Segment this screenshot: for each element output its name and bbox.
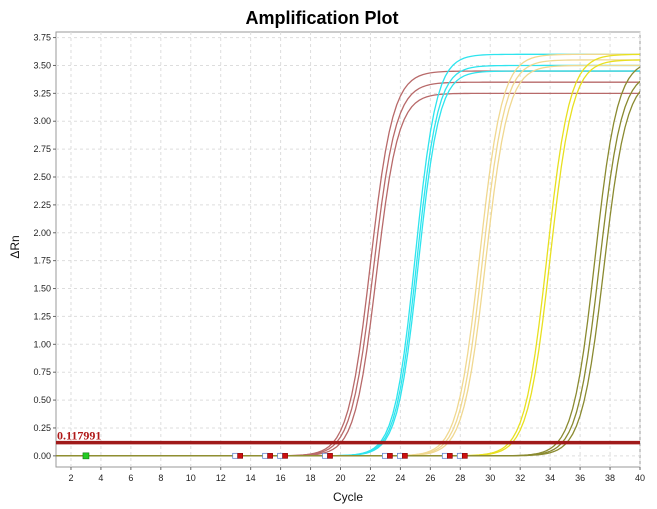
x-tick-label: 38 (605, 473, 615, 483)
baseline-start-marker[interactable] (382, 452, 388, 459)
y-tick-label: 0.25 (33, 423, 51, 433)
threshold-value-label: 0.117991 (57, 429, 101, 443)
x-tick-label: 10 (186, 473, 196, 483)
x-axis-label: Cycle (333, 490, 363, 504)
baseline-start-marker[interactable] (262, 452, 269, 459)
x-tick-label: 18 (306, 473, 316, 483)
amplification-curve-14 (56, 91, 640, 457)
plot-area (55, 31, 641, 468)
y-axis-label: ΔRn (8, 235, 22, 258)
x-tick-label: 34 (545, 473, 555, 483)
x-tick-label: 2 (68, 473, 73, 483)
y-tick-label: 2.75 (33, 144, 51, 154)
x-tick-label: 24 (395, 473, 405, 483)
y-tick-label: 0.75 (33, 367, 51, 377)
y-tick-label: 3.75 (33, 33, 51, 43)
y-tick-label: 1.75 (33, 256, 51, 266)
x-tick-label: 40 (635, 473, 645, 483)
y-tick-label: 3.00 (33, 116, 51, 126)
baseline-end-marker[interactable] (237, 453, 243, 459)
x-tick-label: 8 (158, 473, 163, 483)
x-tick-label: 26 (425, 473, 435, 483)
x-tick-label: 22 (365, 473, 375, 483)
y-tick-label: 0.00 (33, 451, 51, 461)
x-tick-label: 14 (246, 473, 256, 483)
baseline-end-marker[interactable] (402, 453, 408, 459)
baseline-start-marker[interactable] (232, 452, 239, 459)
amplification-curves (56, 53, 640, 457)
x-tick-label: 32 (515, 473, 525, 483)
baseline-start-marker[interactable] (441, 452, 448, 459)
y-tick-label: 2.25 (33, 200, 51, 210)
y-tick-label: 2.50 (33, 172, 51, 182)
x-tick-label: 30 (485, 473, 495, 483)
threshold-line-group[interactable]: 0.117991 (56, 429, 640, 445)
baseline-start-marker[interactable] (397, 452, 403, 459)
baseline-end-marker[interactable] (327, 453, 333, 459)
y-tick-label: 0.50 (33, 395, 51, 405)
baseline-end-marker[interactable] (387, 453, 393, 459)
x-tick-label: 20 (336, 473, 346, 483)
x-tick-label: 28 (455, 473, 465, 483)
x-tick-label: 12 (216, 473, 226, 483)
baseline-end-marker[interactable] (282, 453, 288, 459)
baseline-end-marker[interactable] (447, 453, 453, 459)
y-tick-label: 3.50 (33, 60, 51, 70)
y-tick-label: 1.50 (33, 284, 51, 294)
baseline-start-marker[interactable] (456, 452, 463, 459)
y-tick-label: 2.00 (33, 228, 51, 238)
x-tick-label: 16 (276, 473, 286, 483)
baseline-end-marker[interactable] (267, 453, 273, 459)
y-tick-label: 3.25 (33, 88, 51, 98)
x-tick-label: 36 (575, 473, 585, 483)
x-axis-ticks: 2 4 6 8 10 12 14 16 18 20 22 24 26 28 30 32 34 36 38 40 (68, 467, 645, 483)
baseline-start-marker[interactable] (277, 452, 284, 459)
green-baseline-marker[interactable] (82, 452, 90, 460)
x-tick-label: 4 (98, 473, 103, 483)
y-axis-ticks: 0.00 0.25 0.50 0.75 1.00 1.25 1.50 1.75 2.00 2.25… (33, 33, 56, 461)
chart-title: Amplification Plot (246, 8, 399, 28)
baseline-markers[interactable] (82, 452, 468, 460)
y-tick-label: 1.00 (33, 339, 51, 349)
baseline-end-marker[interactable] (462, 453, 468, 459)
y-tick-label: 1.25 (33, 311, 51, 321)
x-tick-label: 6 (128, 473, 133, 483)
baseline-start-marker[interactable] (322, 452, 328, 459)
